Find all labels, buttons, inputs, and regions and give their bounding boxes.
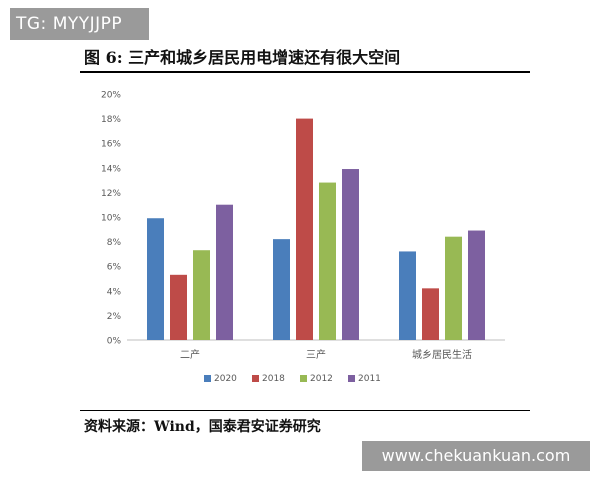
y-tick-label: 8% [107, 238, 122, 248]
bar-2020 [399, 251, 416, 340]
bar-2020 [273, 239, 290, 340]
watermark-top: TG: MYYJJPP [10, 8, 149, 40]
y-tick-label: 2% [107, 312, 122, 322]
y-tick-label: 10% [101, 214, 121, 224]
y-tick-label: 6% [107, 263, 122, 273]
legend-swatch-2018 [252, 375, 259, 382]
y-tick-label: 0% [107, 337, 122, 347]
bar-2018 [422, 288, 439, 340]
watermark-bottom: www.chekuankuan.com [362, 441, 590, 471]
bar-2018 [170, 274, 187, 340]
bar-chart: 0% 2% 4% 6% 8% 10% 12% 14% 16% 18% 20% 二产 三产 城乡居民生活 20… [101, 91, 505, 384]
source-rule [80, 410, 530, 411]
legend-label-2012: 2012 [310, 374, 333, 384]
bar-2012 [193, 250, 210, 340]
x-tick-label: 三产 [306, 348, 326, 361]
bar-2012 [319, 182, 336, 340]
title-rule [80, 71, 530, 73]
bar-2011 [342, 169, 359, 340]
y-tick-label: 16% [101, 140, 121, 150]
legend-label-2020: 2020 [214, 374, 237, 384]
y-tick-label: 20% [101, 91, 121, 101]
bar-2012 [445, 236, 462, 340]
bar-2018 [296, 118, 313, 340]
y-tick-label: 4% [107, 287, 122, 297]
bar-2020 [147, 218, 164, 340]
legend-swatch-2020 [204, 375, 211, 382]
legend-swatch-2012 [300, 375, 307, 382]
y-tick-label: 12% [101, 189, 121, 199]
legend-label-2011: 2011 [358, 374, 381, 384]
x-tick-label: 城乡居民生活 [412, 348, 472, 361]
bar-2011 [468, 230, 485, 340]
legend-swatch-2011 [348, 375, 355, 382]
legend-label-2018: 2018 [262, 374, 285, 384]
x-tick-label: 二产 [180, 348, 200, 361]
source-note: 资料来源：Wind，国泰君安证券研究 [84, 419, 321, 435]
bar-2011 [216, 204, 233, 340]
y-tick-label: 18% [101, 115, 121, 125]
figure-title: 图 6: 三产和城乡居民用电增速还有很大空间 [84, 48, 401, 67]
y-tick-label: 14% [101, 164, 121, 174]
